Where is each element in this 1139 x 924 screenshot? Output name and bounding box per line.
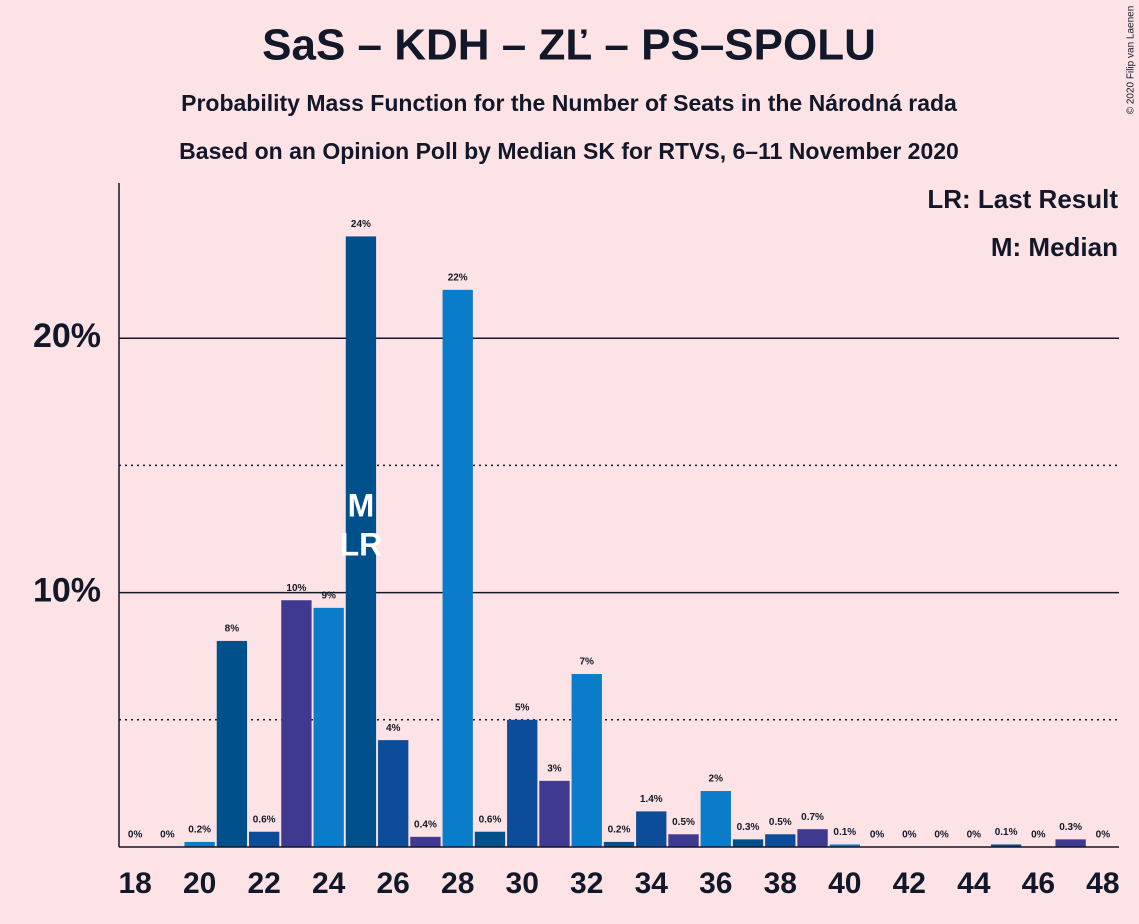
value-label: 0% [128,830,143,841]
value-label: 0% [902,830,917,841]
x-tick-label: 24 [312,867,346,900]
bar [539,780,570,847]
y-tick-label: 10% [33,572,101,610]
value-label: 1.4% [640,794,663,805]
bar [1055,839,1086,847]
bar [732,839,764,847]
bar [603,841,635,847]
value-label: 0.2% [608,825,631,836]
value-label: 0% [967,830,982,841]
x-tick-label: 22 [247,867,280,900]
value-label: 0% [870,830,885,841]
x-tick-label: 40 [828,867,861,900]
x-tick-label: 18 [118,867,151,900]
bar [410,836,441,847]
bar [345,236,377,847]
value-label: 0.1% [833,827,856,838]
bar [668,834,699,847]
value-label: 10% [286,583,306,594]
x-tick-label: 38 [764,867,797,900]
bar [378,740,409,847]
bar [442,289,473,847]
bar [765,834,796,847]
bar [829,844,860,847]
value-label: 0.3% [737,822,760,833]
bar [216,640,248,847]
value-label: 3% [547,763,562,774]
x-tick-label: 48 [1086,867,1119,900]
y-tick-label: 20% [33,317,101,355]
value-label: 0% [1031,830,1046,841]
value-label: 0.1% [995,827,1018,838]
x-tick-label: 36 [699,867,732,900]
legend-entry: M: Median [991,232,1118,262]
bar-annotation: M [348,487,375,523]
bar [990,844,1022,847]
value-label: 0% [934,830,949,841]
bar [474,831,506,847]
x-tick-label: 32 [570,867,603,900]
value-label: 22% [448,272,468,283]
x-tick-label: 20 [183,867,216,900]
x-tick-label: 46 [1022,867,1055,900]
value-label: 0.6% [479,814,502,825]
value-label: 0% [1096,830,1111,841]
chart-subtitle: Based on an Opinion Poll by Median SK fo… [179,138,959,164]
value-label: 0.6% [253,814,276,825]
bar [636,811,667,847]
copyright: © 2020 Filip van Laenen [1126,6,1137,115]
x-tick-label: 26 [377,867,410,900]
value-label: 0.7% [801,812,824,823]
value-label: 9% [321,590,336,601]
bar [797,829,828,847]
x-tick-label: 44 [957,867,991,900]
value-label: 0% [160,830,175,841]
x-tick-label: 30 [506,867,539,900]
chart-title: SaS – KDH – ZĽ – PS–SPOLU [262,21,876,70]
legend-entry: LR: Last Result [927,184,1118,214]
bar [313,607,344,847]
value-label: 7% [580,657,595,668]
chart-subtitle: Probability Mass Function for the Number… [181,90,957,116]
x-tick-label: 28 [441,867,474,900]
value-label: 0.3% [1059,822,1082,833]
bar [571,674,602,847]
value-label: 0.2% [188,825,211,836]
value-label: 2% [709,774,724,785]
bar-annotation: LR [340,526,383,562]
value-label: 8% [225,624,240,635]
bar [700,791,731,847]
bar [507,719,538,847]
bar [184,841,215,847]
value-label: 0.5% [769,817,792,828]
bar [249,831,280,847]
x-tick-label: 42 [893,867,926,900]
value-label: 0.4% [414,819,437,830]
value-label: 4% [386,723,401,734]
value-label: 24% [351,219,371,230]
value-label: 5% [515,702,530,713]
x-tick-label: 34 [635,867,669,900]
bar [281,600,312,847]
value-label: 0.5% [672,817,695,828]
